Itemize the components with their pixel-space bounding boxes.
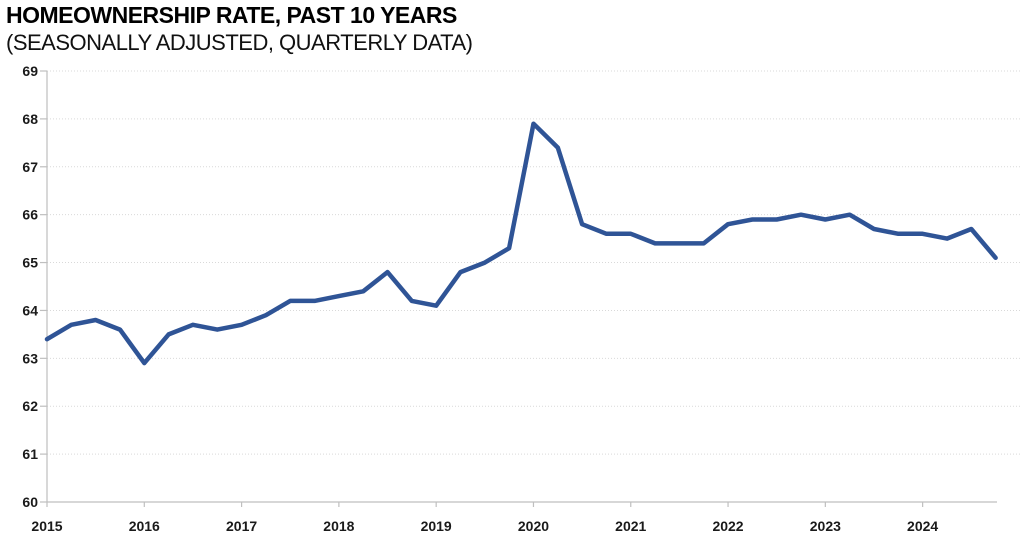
y-axis-label: 67 [22,159,38,175]
x-axis-label: 2015 [31,518,62,534]
y-axis-label: 65 [22,255,38,271]
x-axis-label: 2018 [323,518,354,534]
x-axis-label: 2023 [810,518,841,534]
x-axis-label: 2020 [518,518,549,534]
y-axis-label: 60 [22,494,38,510]
y-axis-label: 63 [22,350,38,366]
x-axis-label: 2016 [129,518,160,534]
chart-subtitle: (SEASONALLY ADJUSTED, QUARTERLY DATA) [6,30,473,55]
y-axis-label: 69 [22,63,38,79]
y-axis-label: 62 [22,398,38,414]
chart-title: HOMEOWNERSHIP RATE, PAST 10 YEARS [6,2,457,28]
y-axis-label: 68 [22,111,38,127]
x-axis-label: 2022 [712,518,743,534]
x-axis-label: 2024 [907,518,938,534]
x-axis-label: 2019 [421,518,452,534]
x-axis-label: 2021 [615,518,646,534]
y-axis-label: 61 [22,446,38,462]
homeownership-rate-line [44,121,998,366]
x-axis-label: 2017 [226,518,257,534]
y-axis-label: 66 [22,207,38,223]
y-axis-label: 64 [22,302,38,318]
